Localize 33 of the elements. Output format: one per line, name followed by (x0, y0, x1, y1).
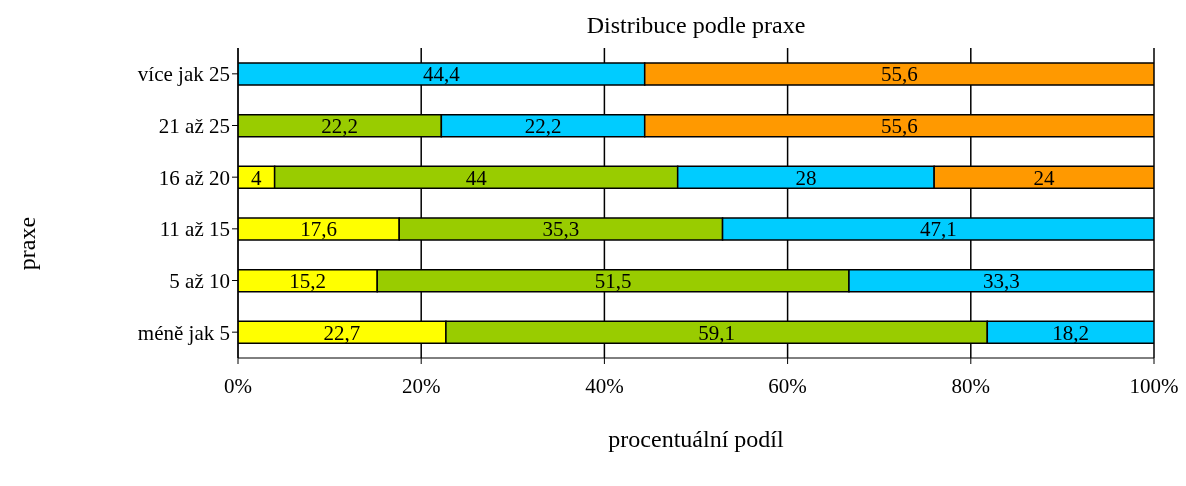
data-label: 22,7 (323, 320, 361, 345)
x-tick-label: 100% (1129, 373, 1179, 398)
y-tick-label: méně jak 5 (137, 320, 230, 345)
y-tick-label: 21 až 25 (158, 113, 230, 138)
data-label: 35,3 (542, 217, 580, 242)
x-tick-label: 0% (224, 373, 252, 398)
x-tick-label: 20% (401, 373, 441, 398)
data-label: 55,6 (880, 62, 918, 87)
chart-title: Distribuce podle praxe (585, 12, 807, 39)
data-label: 44 (465, 165, 488, 190)
data-label: 51,5 (594, 269, 632, 293)
y-axis-title: praxe (14, 216, 42, 270)
data-label: 24 (1033, 165, 1056, 190)
data-label: 33,3 (983, 269, 1020, 293)
y-tick-label: 11 až 15 (159, 217, 230, 242)
data-label: 17,6 (300, 217, 337, 242)
data-label: 15,2 (289, 269, 326, 293)
y-tick-label: 5 až 10 (169, 268, 230, 293)
data-label: 22,2 (321, 114, 359, 138)
data-label: 22,2 (524, 114, 562, 138)
data-label: 44,4 (422, 62, 461, 87)
data-label: 47,1 (919, 217, 957, 242)
y-tick-label: 16 až 20 (158, 165, 230, 190)
data-label: 18,2 (1052, 320, 1090, 345)
data-label: 55,6 (880, 114, 918, 138)
x-tick-label: 40% (585, 373, 624, 398)
data-label: 4 (251, 165, 263, 190)
y-tick-label: více jak 25 (137, 62, 230, 87)
data-label: 28 (795, 165, 817, 190)
data-label: 59,1 (698, 320, 735, 345)
x-axis-title: procentuální podíl (607, 426, 785, 453)
x-tick-label: 60% (768, 373, 807, 398)
x-tick-label: 80% (951, 373, 991, 398)
